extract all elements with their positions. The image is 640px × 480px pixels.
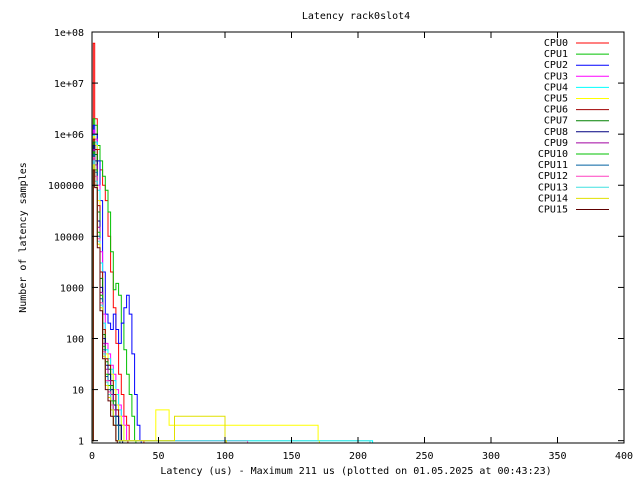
series-line-cpu5 (92, 136, 320, 443)
y-tick-label: 1 (78, 437, 84, 448)
x-tick-label: 300 (482, 451, 500, 462)
y-tick-label: 10 (72, 386, 84, 397)
legend-label: CPU9 (544, 138, 568, 149)
series-line-cpu12 (92, 157, 249, 443)
legend: CPU0CPU1CPU2CPU3CPU4CPU5CPU6CPU7CPU8CPU9… (538, 38, 609, 216)
x-tick-label: 100 (216, 451, 234, 462)
y-tick-label: 1000 (60, 283, 84, 294)
y-tick-label: 1e+08 (54, 28, 84, 39)
series-line-cpu3 (92, 129, 129, 443)
x-tick-label: 250 (415, 451, 433, 462)
legend-label: CPU15 (538, 205, 568, 216)
series-line-cpu13 (92, 160, 371, 443)
legend-label: CPU13 (538, 182, 568, 193)
plot-frame (91, 31, 625, 444)
axis-ticks: 0 50 100 150 200 250 300 350 400 1 10 100 1000 10000 1… (48, 28, 633, 462)
legend-label: CPU3 (544, 71, 568, 82)
x-tick-label: 200 (349, 451, 367, 462)
y-tick-label: 10000 (54, 232, 84, 243)
legend-label: CPU5 (544, 94, 568, 105)
legend-label: CPU2 (544, 60, 568, 71)
y-axis-label: Number of latency samples (18, 162, 29, 313)
series-line-cpu8 (92, 145, 124, 443)
y-tick-label: 100 (66, 334, 84, 345)
x-tick-label: 50 (152, 451, 164, 462)
y-tick-label: 1e+07 (54, 79, 84, 90)
legend-label: CPU11 (538, 160, 568, 171)
series-line-cpu2 (92, 124, 142, 443)
y-tick-label: 100000 (48, 181, 84, 192)
legend-label: CPU7 (544, 116, 568, 127)
x-tick-label: 400 (615, 451, 633, 462)
series-line-cpu4 (92, 133, 374, 443)
legend-label: CPU14 (538, 193, 568, 204)
legend-label: CPU4 (544, 82, 568, 93)
y-tick-label: 1e+06 (54, 130, 84, 141)
legend-label: CPU6 (544, 105, 568, 116)
x-tick-label: 0 (89, 451, 95, 462)
x-axis-label: Latency (us) - Maximum 211 us (plotted o… (160, 466, 551, 477)
legend-label: CPU12 (538, 171, 568, 182)
legend-label: CPU0 (544, 38, 568, 49)
series-line-cpu15 (92, 169, 118, 443)
legend-label: CPU8 (544, 127, 568, 138)
chart-title: Latency rack0slot4 (302, 11, 410, 22)
legend-label: CPU10 (538, 149, 568, 160)
legend-label: CPU1 (544, 49, 568, 60)
series-group (92, 42, 374, 443)
x-tick-label: 350 (548, 451, 566, 462)
x-tick-label: 150 (282, 451, 300, 462)
